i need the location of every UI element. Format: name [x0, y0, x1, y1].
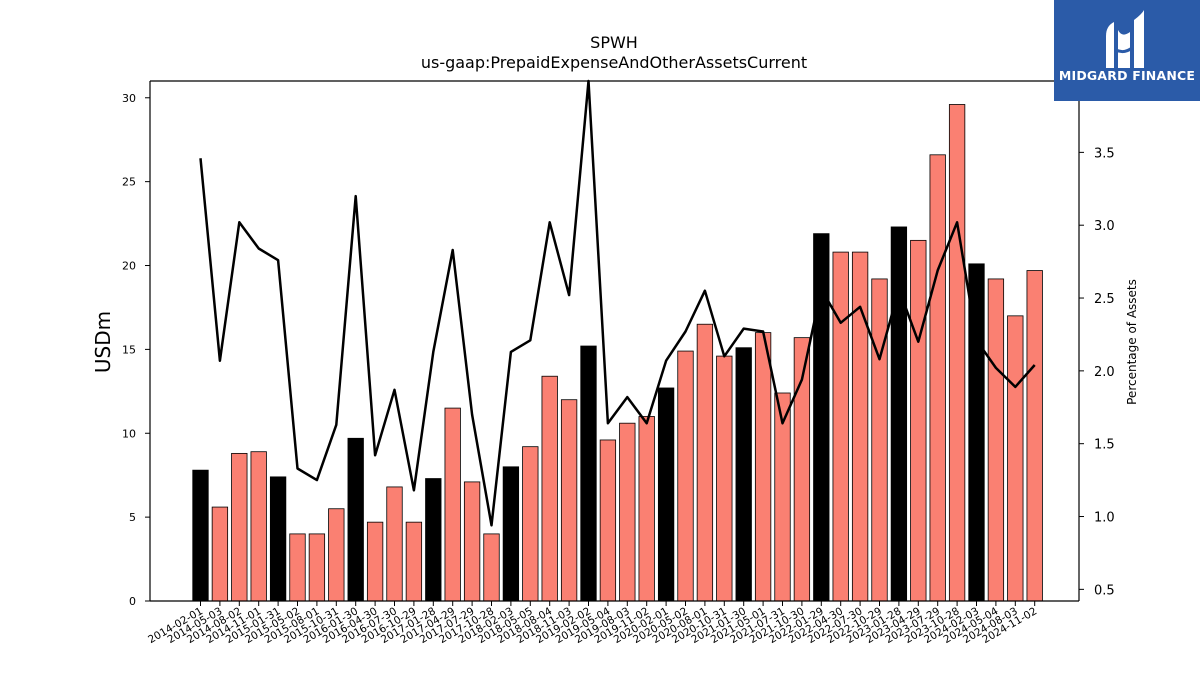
logo-text: MIDGARD FINANCE [1058, 68, 1196, 83]
bar-2020-05-02 [677, 350, 694, 602]
bar-2022-04-30 [832, 251, 849, 602]
chart-title: SPWH [590, 33, 638, 52]
bar-2019-08-03 [619, 422, 636, 602]
bar-2019-11-02 [638, 416, 655, 602]
bar-2014-05-03 [211, 506, 229, 602]
chart-subtitle: us-gaap:PrepaidExpenseAndOtherAssetsCurr… [421, 53, 807, 72]
axes: 0510152025300.51.01.52.02.53.03.52014-02… [122, 80, 1115, 646]
bar-2018-02-03 [502, 466, 520, 602]
y-tick-label: 10 [122, 427, 136, 440]
y-tick-label: 30 [122, 92, 136, 105]
bar-2017-01-28 [425, 478, 442, 602]
bar-2020-10-31 [716, 355, 733, 602]
bar-2016-07-30 [386, 486, 403, 602]
bar-2014-11-01 [250, 451, 267, 602]
bar-2024-11-02 [1026, 270, 1043, 602]
bar-2016-01-30 [347, 437, 364, 602]
midgard-logo-icon [1106, 10, 1144, 68]
y-tick-label: 0 [129, 595, 136, 608]
bar-2016-04-30 [366, 521, 384, 602]
bar-2019-05-04 [599, 439, 617, 602]
bar-2021-01-30 [735, 347, 752, 602]
bar-series [192, 104, 1043, 602]
bar-2016-10-29 [405, 521, 423, 602]
bar-2023-04-29 [910, 239, 927, 602]
bar-2022-10-29 [871, 278, 888, 602]
bar-2015-01-31 [269, 476, 287, 602]
bar-2017-04-29 [444, 407, 461, 602]
bar-2023-01-28 [890, 226, 908, 602]
y-tick-label: 25 [122, 176, 136, 189]
bar-2018-05-05 [522, 446, 539, 602]
bar-2020-02-01 [657, 387, 675, 602]
bar-2014-02-01 [192, 469, 209, 602]
y-axis-label-left: USDm [91, 311, 115, 373]
bar-2015-10-31 [328, 508, 345, 602]
y2-tick-label: 2.0 [1094, 365, 1115, 380]
bar-2014-08-02 [231, 452, 248, 602]
y2-tick-label: 3.5 [1094, 146, 1115, 161]
y-tick-label: 5 [129, 511, 136, 524]
y2-tick-label: 3.0 [1094, 219, 1115, 234]
bar-2020-08-01 [696, 323, 714, 602]
y2-tick-label: 0.5 [1094, 583, 1115, 598]
y2-tick-label: 2.5 [1094, 292, 1115, 307]
y-axis-label-right: Percentage of Assets [1125, 279, 1139, 405]
bar-2015-08-01 [308, 533, 326, 602]
bar-2019-02-02 [580, 345, 597, 602]
bar-2015-05-02 [289, 533, 306, 602]
bar-2022-07-30 [851, 251, 869, 602]
bar-2023-10-28 [948, 104, 966, 602]
midgard-finance-logo: MIDGARD FINANCE [1054, 0, 1200, 101]
bar-2024-05-04 [987, 278, 1005, 602]
percentage-line [199, 79, 1036, 527]
bar-2024-08-03 [1007, 315, 1024, 602]
y-tick-label: 20 [122, 260, 136, 273]
bar-2017-07-29 [463, 481, 481, 602]
y2-tick-label: 1.0 [1094, 511, 1115, 526]
bar-2017-10-28 [483, 533, 500, 602]
bar-2023-07-29 [929, 154, 946, 602]
bar-2018-08-04 [541, 375, 558, 602]
y-tick-label: 15 [122, 343, 136, 356]
y2-tick-label: 1.5 [1094, 438, 1115, 453]
bar-2021-05-01 [754, 332, 772, 602]
bar-2018-11-03 [560, 399, 578, 602]
